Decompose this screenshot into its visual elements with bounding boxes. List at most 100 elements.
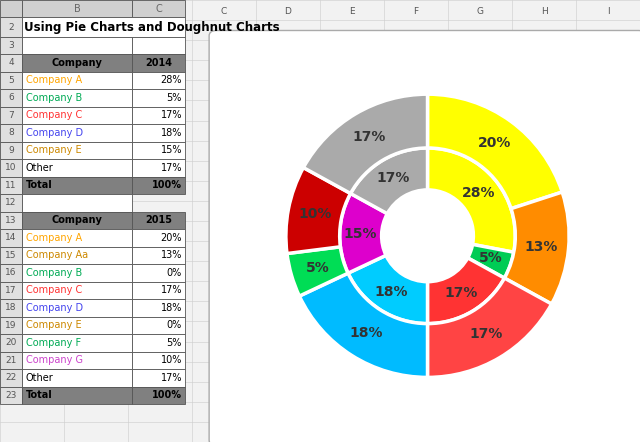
Bar [0,141,22,159]
Bar [132,54,185,72]
Wedge shape [428,258,504,324]
Text: Company F: Company F [26,338,81,348]
Bar [0,229,22,247]
Text: 21: 21 [5,356,17,365]
Text: 17%: 17% [377,171,410,185]
Text: 13: 13 [5,216,17,225]
Text: Company E: Company E [26,320,82,330]
Bar [132,141,185,159]
Bar [0,89,22,107]
Bar [0,159,22,176]
Bar [132,72,185,89]
Text: 5%: 5% [166,338,182,348]
Wedge shape [428,278,552,377]
Text: Company C: Company C [26,285,83,295]
Text: 23: 23 [5,391,17,400]
Text: D: D [285,7,291,15]
Bar [22,282,132,299]
Bar [22,351,132,369]
Bar [22,247,132,264]
Text: 10: 10 [5,163,17,172]
Text: 17: 17 [5,286,17,295]
Bar [22,37,132,54]
Text: Using Pie Charts and Doughnut Charts: Using Pie Charts and Doughnut Charts [24,20,280,34]
Bar [132,316,185,334]
Bar [0,264,22,282]
Text: G: G [477,7,483,15]
Wedge shape [348,255,428,324]
Wedge shape [300,273,428,377]
Bar [22,0,132,17]
Text: Company B: Company B [26,93,83,103]
Text: 0%: 0% [167,320,182,330]
Text: 5%: 5% [306,261,330,275]
Text: 13%: 13% [161,250,182,260]
Bar [132,124,185,141]
Text: C: C [155,4,162,14]
Text: 18: 18 [5,303,17,312]
Text: 5: 5 [8,76,14,85]
Bar [22,159,132,176]
Text: 9: 9 [8,146,14,155]
Bar [0,282,22,299]
Text: 18%: 18% [375,285,408,299]
Text: Company D: Company D [26,128,83,138]
Bar [22,124,132,141]
Text: Company G: Company G [26,355,83,365]
Text: Total: Total [26,180,52,190]
Wedge shape [351,148,428,213]
Bar [22,369,132,386]
Text: 12: 12 [5,198,17,207]
Text: Company Aa: Company Aa [26,250,88,260]
Bar [132,229,185,247]
Bar [0,176,22,194]
Text: 15%: 15% [161,145,182,155]
Bar [132,351,185,369]
Bar [22,264,132,282]
Bar [22,176,132,194]
Text: A: A [93,7,99,15]
Text: I: I [607,7,609,15]
Bar [0,247,22,264]
Text: 17%: 17% [445,286,478,301]
Text: 2: 2 [8,23,14,31]
Bar [22,299,132,316]
Bar [132,37,185,54]
Bar [132,264,185,282]
Bar [22,54,132,72]
Bar [132,89,185,107]
Text: 20%: 20% [161,233,182,243]
Bar [0,369,22,386]
Text: Other: Other [26,163,54,173]
Text: Company D: Company D [26,303,83,313]
Text: 17%: 17% [161,285,182,295]
Text: 100%: 100% [152,180,182,190]
Wedge shape [286,168,351,254]
Bar [0,17,22,37]
Text: 3: 3 [8,41,14,50]
Bar [0,107,22,124]
Bar [0,0,22,17]
Text: Other: Other [26,373,54,383]
Text: 13%: 13% [525,240,558,254]
Text: 17%: 17% [161,163,182,173]
Text: 17%: 17% [161,373,182,383]
Text: 20: 20 [5,338,17,347]
Bar [22,386,132,404]
Text: 28%: 28% [462,186,496,200]
Text: 17%: 17% [161,110,182,120]
Text: Total: Total [26,390,52,400]
Text: 2015: 2015 [145,215,172,225]
Bar [22,72,132,89]
Text: Company E: Company E [26,145,82,155]
Bar [132,334,185,351]
Text: E: E [349,7,355,15]
Text: 6: 6 [8,93,14,102]
Text: 10%: 10% [298,207,332,221]
Bar [132,299,185,316]
Text: B: B [157,7,163,15]
Bar [0,351,22,369]
Text: 22: 22 [5,373,17,382]
Text: 2014: 2014 [145,58,172,68]
Bar [132,386,185,404]
